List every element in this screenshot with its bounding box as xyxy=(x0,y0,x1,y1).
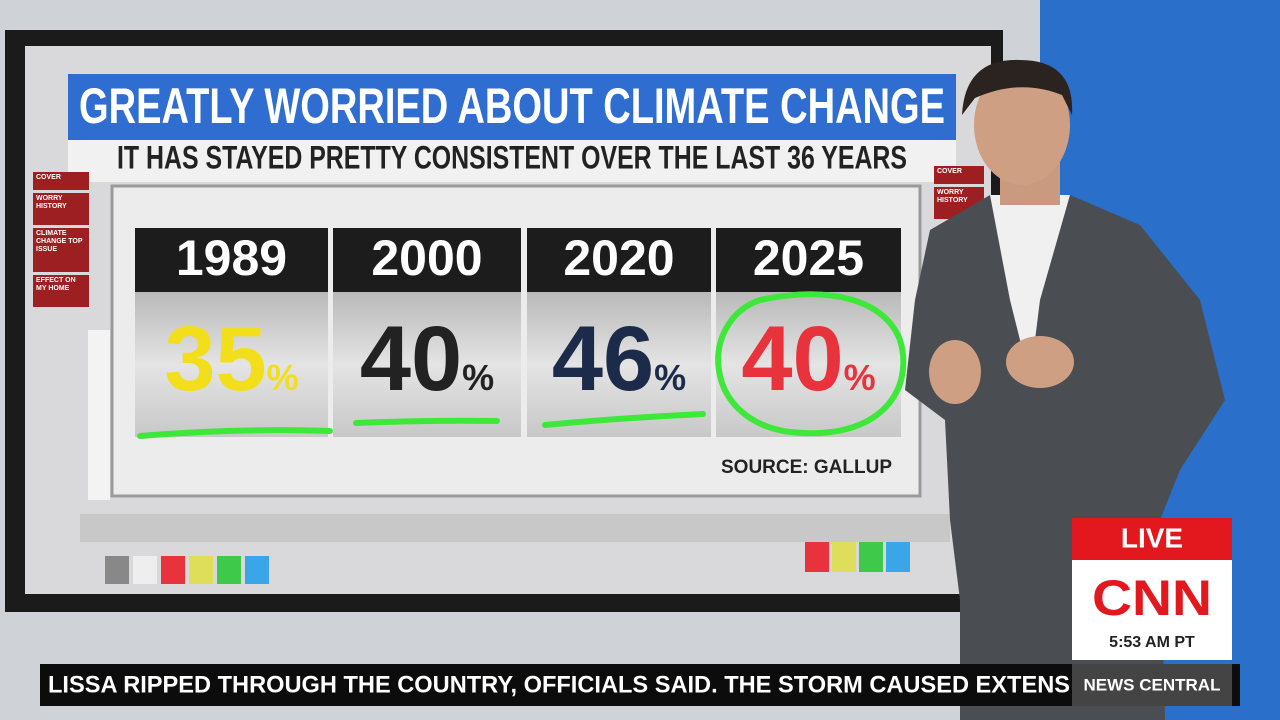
show-name: NEWS CENTRAL xyxy=(1084,675,1221,694)
underline xyxy=(353,417,500,426)
year-header xyxy=(333,228,521,292)
swatch xyxy=(105,556,129,584)
ticker-text: LISSA RIPPED THROUGH THE COUNTRY, OFFICI… xyxy=(48,671,1070,698)
color-swatches xyxy=(105,542,910,584)
unit: % xyxy=(654,357,686,398)
value-cell xyxy=(333,292,521,437)
face xyxy=(974,65,1070,185)
subtitle: IT HAS STAYED PRETTY CONSISTENT OVER THE… xyxy=(117,139,907,175)
network-box xyxy=(1072,560,1232,660)
value-text: 40% xyxy=(741,308,875,410)
menu-label: EFFECT ON MY HOME xyxy=(36,277,76,292)
swatch xyxy=(859,542,883,572)
value: 40 xyxy=(360,308,462,410)
swatch xyxy=(886,542,910,572)
year: 2025 xyxy=(753,230,864,286)
menu-item xyxy=(33,275,89,307)
year-header xyxy=(716,228,901,292)
side-menus: COVER WORRY HISTORY CLIMATE CHANGE TOP ISS… xyxy=(33,166,984,307)
menu-item xyxy=(33,172,89,190)
swatch xyxy=(189,556,213,584)
value-text: 35% xyxy=(164,308,298,410)
value-cell xyxy=(135,292,328,437)
hair xyxy=(962,59,1073,115)
source: SOURCE: GALLUP xyxy=(721,457,892,478)
year: 1989 xyxy=(176,230,287,286)
menu-label: COVER xyxy=(937,168,962,175)
menu-label-box: EFFECT ON MY HOME xyxy=(36,277,76,292)
underline xyxy=(542,411,706,428)
shirt xyxy=(990,195,1070,380)
menu-label-box: COVER xyxy=(36,174,61,181)
panels: 1989 35% 2000 40% 2020 46% 2025 40% xyxy=(135,228,901,437)
menu-label: CLIMATE CHANGE TOP ISSUE xyxy=(36,230,83,253)
annotations xyxy=(137,291,907,439)
subtitle-band xyxy=(68,140,956,182)
menu-label-box: CLIMATE CHANGE TOP ISSUE xyxy=(36,230,83,253)
network-logo: CNN xyxy=(1092,570,1212,626)
title: GREATLY WORRIED ABOUT CLIMATE CHANGE xyxy=(79,78,945,134)
clock: 5:53 AM PT xyxy=(1109,634,1195,651)
unit: % xyxy=(462,357,494,398)
menu-label-box: WORRY HISTORY xyxy=(36,195,67,210)
swatch xyxy=(217,556,241,584)
menu-item xyxy=(33,228,89,272)
title-banner xyxy=(68,74,956,140)
hand xyxy=(929,340,981,404)
value: 35 xyxy=(164,308,266,410)
value-text: 40% xyxy=(360,308,494,410)
year: 2020 xyxy=(563,230,674,286)
menu-label: COVER xyxy=(36,174,61,181)
swatch xyxy=(245,556,269,584)
menu-label: WORRY HISTORY xyxy=(937,189,968,204)
screen-shelf xyxy=(80,514,950,542)
value: 46 xyxy=(552,308,654,410)
menu-item xyxy=(33,193,89,225)
menu-label-box: COVER xyxy=(937,168,962,175)
value: 40 xyxy=(741,308,843,410)
show-box xyxy=(1072,664,1232,706)
swatch xyxy=(832,542,856,572)
circle xyxy=(715,291,907,437)
unit: % xyxy=(844,357,876,398)
unit: % xyxy=(267,357,299,398)
swatch xyxy=(161,556,185,584)
year: 2000 xyxy=(371,230,482,286)
swatch xyxy=(805,542,829,572)
menu-item xyxy=(934,166,984,184)
menu-label-box: WORRY HISTORY xyxy=(937,189,968,204)
ticker-bar xyxy=(40,664,1240,706)
stars-strip xyxy=(88,330,110,500)
hand xyxy=(1006,336,1074,388)
year-header xyxy=(135,228,328,292)
swatch xyxy=(133,556,157,584)
menu-label: WORRY HISTORY xyxy=(36,195,67,210)
underline xyxy=(137,427,333,439)
live-label: LIVE xyxy=(1121,522,1183,553)
year-header xyxy=(527,228,711,292)
live-box xyxy=(1072,518,1232,560)
value-text: 46% xyxy=(552,308,686,410)
